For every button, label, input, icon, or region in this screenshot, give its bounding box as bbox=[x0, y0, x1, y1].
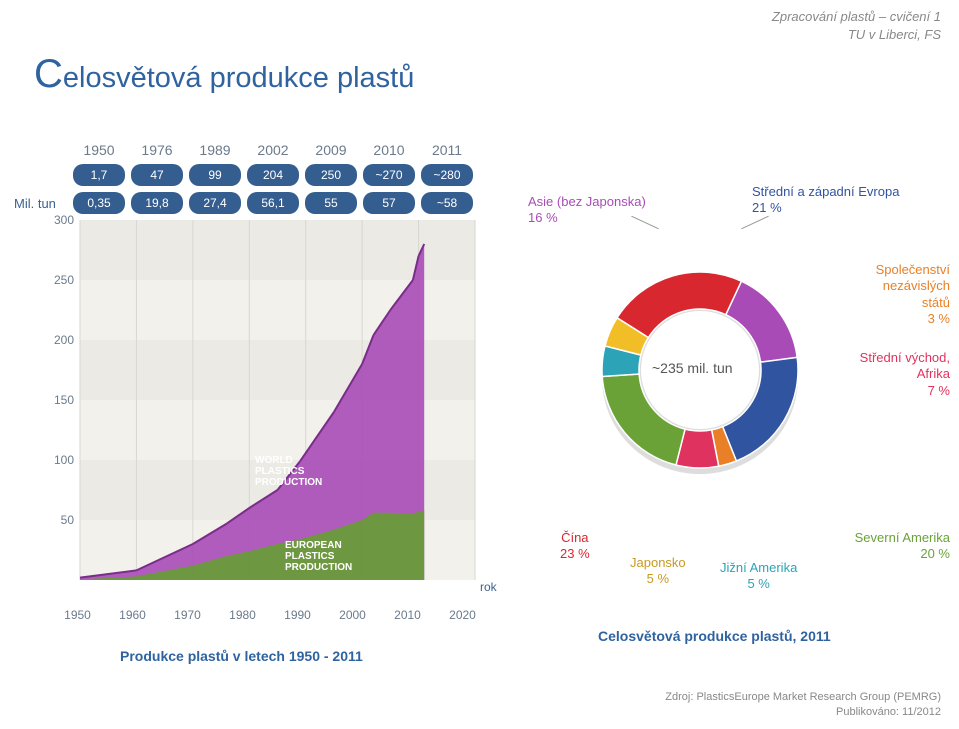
badge-row-europe: 0,35 19,8 27,4 56,1 55 57 ~58 bbox=[70, 192, 476, 214]
pie-label-mea: Střední východ,Afrika7 % bbox=[850, 350, 950, 399]
title-initial: C bbox=[34, 52, 63, 96]
pie-label-asia: Asie (bez Japonska)16 % bbox=[528, 194, 646, 227]
x-tick: 2000 bbox=[325, 608, 380, 622]
value-badge: 250 bbox=[305, 164, 357, 186]
year: 2010 bbox=[360, 142, 418, 158]
slide: { "header": { "line1": "Zpracování plast… bbox=[0, 0, 959, 729]
source-line2: Publikováno: 11/2012 bbox=[665, 705, 941, 719]
value-badge: 19,8 bbox=[131, 192, 183, 214]
area-chart-svg bbox=[50, 220, 480, 600]
y-tick: 50 bbox=[50, 513, 74, 527]
page-title: Celosvětová produkce plastů bbox=[34, 52, 414, 97]
x-axis-years: 19501960197019801990200020102020 bbox=[50, 608, 490, 622]
y-axis-unit: Mil. tun bbox=[14, 196, 56, 212]
header-line1: Zpracování plastů – cvičení 1 bbox=[772, 8, 941, 26]
value-badge: ~58 bbox=[421, 192, 473, 214]
y-tick: 150 bbox=[50, 393, 74, 407]
value-badge: 57 bbox=[363, 192, 415, 214]
y-tick: 250 bbox=[50, 273, 74, 287]
area-chart: 30025020015010050 WORLDPLASTICSPRODUCTIO… bbox=[50, 220, 480, 600]
caption-right: Celosvětová produkce plastů, 2011 bbox=[598, 628, 831, 644]
pie-label-cn: Čína23 % bbox=[560, 530, 590, 563]
leader-weu bbox=[741, 216, 769, 230]
pie-center-label: ~235 mil. tun bbox=[652, 360, 733, 378]
year: 2011 bbox=[418, 142, 476, 158]
value-badge: 55 bbox=[305, 192, 357, 214]
value-badge: 204 bbox=[247, 164, 299, 186]
y-tick: 200 bbox=[50, 333, 74, 347]
x-tick: 1970 bbox=[160, 608, 215, 622]
header-line2: TU v Liberci, FS bbox=[772, 26, 941, 44]
year: 2002 bbox=[244, 142, 302, 158]
year: 2009 bbox=[302, 142, 360, 158]
value-badge: 56,1 bbox=[247, 192, 299, 214]
source-text: Zdroj: PlasticsEurope Market Research Gr… bbox=[665, 690, 941, 719]
year: 1989 bbox=[186, 142, 244, 158]
title-rest: elosvětová produkce plastů bbox=[63, 62, 414, 94]
source-line1: Zdroj: PlasticsEurope Market Research Gr… bbox=[665, 690, 941, 704]
label-world-production: WORLDPLASTICSPRODUCTION bbox=[255, 455, 322, 488]
x-tick: 1980 bbox=[215, 608, 270, 622]
pie-label-weu: Střední a západní Evropa21 % bbox=[752, 184, 899, 217]
year: 1976 bbox=[128, 142, 186, 158]
value-badge: 47 bbox=[131, 164, 183, 186]
value-badge: 1,7 bbox=[73, 164, 125, 186]
pie-label-nam: Severní Amerika20 % bbox=[850, 530, 950, 563]
pie-label-sam: Jižní Amerika5 % bbox=[720, 560, 797, 593]
pie-label-cis: Společenstvínezávislýchstátů3 % bbox=[850, 262, 950, 327]
x-tick: 1960 bbox=[105, 608, 160, 622]
x-tick: 2020 bbox=[435, 608, 490, 622]
caption-left: Produkce plastů v letech 1950 - 2011 bbox=[120, 648, 363, 664]
value-badge: ~270 bbox=[363, 164, 415, 186]
value-badge: 27,4 bbox=[189, 192, 241, 214]
years-row: 1950197619892002200920102011 bbox=[70, 142, 476, 158]
x-axis-label: rok bbox=[480, 580, 497, 594]
value-badge: 0,35 bbox=[73, 192, 125, 214]
x-tick: 1990 bbox=[270, 608, 325, 622]
pie-label-jp: Japonsko5 % bbox=[630, 555, 686, 588]
label-euro-production: EUROPEANPLASTICSPRODUCTION bbox=[285, 540, 352, 573]
x-tick: 2010 bbox=[380, 608, 435, 622]
y-tick: 300 bbox=[50, 213, 74, 227]
x-tick: 1950 bbox=[50, 608, 105, 622]
value-badge: ~280 bbox=[421, 164, 473, 186]
badge-row-world: 1,7 47 99 204 250 ~270 ~280 bbox=[70, 164, 476, 186]
value-badge: 99 bbox=[189, 164, 241, 186]
y-tick: 100 bbox=[50, 453, 74, 467]
year: 1950 bbox=[70, 142, 128, 158]
header-right: Zpracování plastů – cvičení 1 TU v Liber… bbox=[772, 8, 941, 44]
